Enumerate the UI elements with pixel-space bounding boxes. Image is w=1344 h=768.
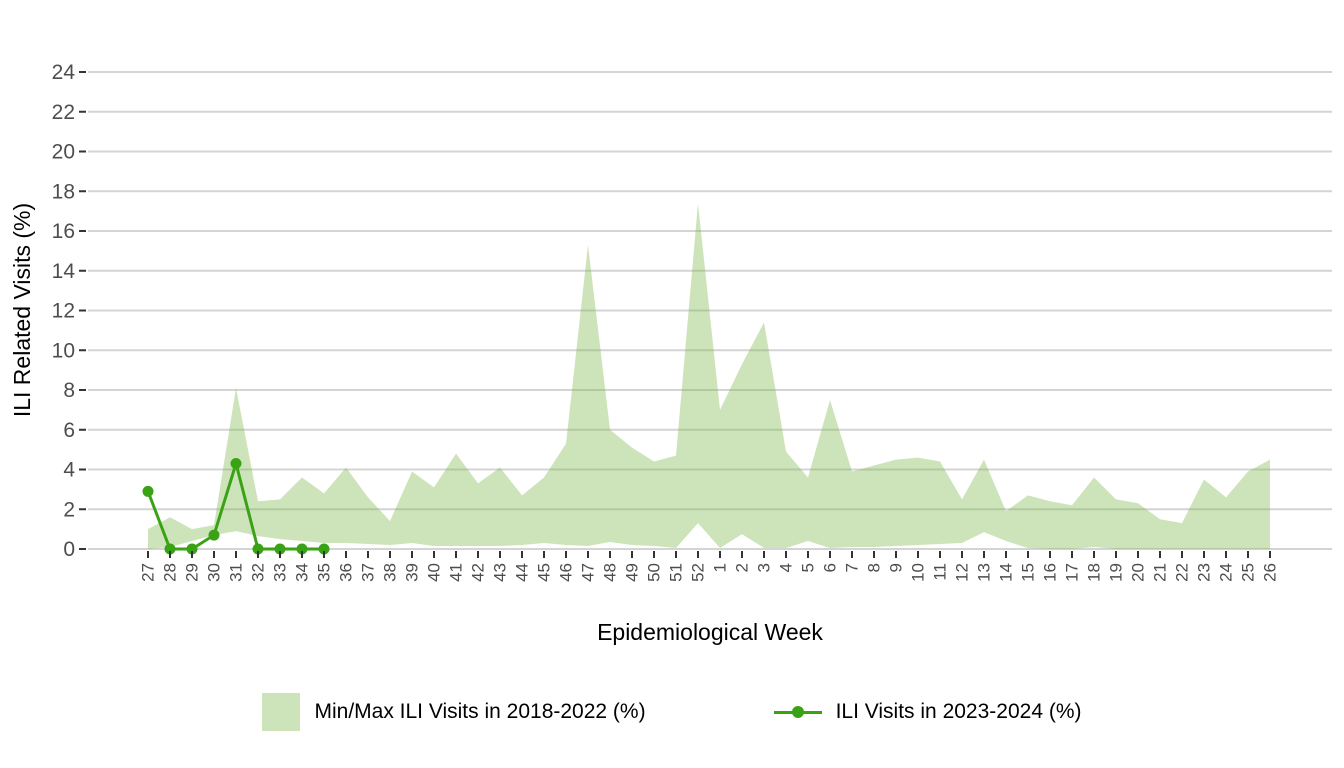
x-axis-tick-label: 30 — [205, 563, 224, 582]
x-axis-tick-label: 1 — [711, 563, 730, 572]
x-axis-tick-label: 10 — [909, 563, 928, 582]
line-dot-icon — [773, 705, 822, 719]
x-axis-tick-label: 35 — [315, 563, 334, 582]
x-axis-tick-label: 36 — [337, 563, 356, 582]
x-axis-tick-label: 3 — [755, 563, 774, 572]
x-axis-tick-label: 16 — [1041, 563, 1060, 582]
x-axis-tick-label: 27 — [139, 563, 158, 582]
ili-2023-point — [186, 543, 198, 555]
gridlines — [88, 71, 1332, 550]
x-axis-tick-label: 23 — [1195, 563, 1214, 582]
ili-2023-point — [164, 543, 176, 555]
y-axis-tick-label: 20 — [52, 141, 75, 164]
y-axis-tick-label: 24 — [52, 61, 76, 84]
legend: Min/Max ILI Visits in 2018-2022 (%) ILI … — [0, 656, 1344, 768]
legend-label-line: ILI Visits in 2023-2024 (%) — [835, 700, 1082, 723]
x-axis-tick-label: 13 — [975, 563, 994, 582]
x-axis-ticks — [147, 551, 1271, 558]
x-axis-tick-label: 41 — [447, 563, 466, 582]
x-axis-tick-label: 9 — [887, 563, 906, 572]
x-axis-tick-label: 37 — [359, 563, 378, 582]
x-axis-tick-label: 24 — [1217, 563, 1236, 582]
y-axis-ticks — [79, 71, 86, 550]
x-axis-tick-label: 26 — [1261, 563, 1280, 582]
ili-2023-point — [296, 543, 308, 555]
x-axis-tick-label: 33 — [271, 563, 290, 582]
y-axis-tick-label: 10 — [52, 339, 75, 362]
y-axis-tick-label: 0 — [63, 538, 75, 561]
x-axis-tick-label: 14 — [997, 563, 1016, 582]
x-axis-tick-label: 48 — [601, 563, 620, 582]
x-axis-tick-label: 12 — [953, 563, 972, 582]
y-axis-title: ILI Related Visits (%) — [9, 203, 35, 417]
minmax-band-area — [148, 203, 1270, 550]
ili-2023-point — [274, 543, 286, 555]
x-axis-tick-label: 51 — [667, 563, 686, 582]
ili-2023-point — [142, 485, 154, 497]
x-axis-tick-label: 32 — [249, 563, 268, 582]
ili-2023-point — [318, 543, 330, 555]
band-swatch-icon — [262, 693, 301, 731]
x-axis-tick-label: 6 — [821, 563, 840, 572]
x-axis-tick-label: 18 — [1085, 563, 1104, 582]
y-axis-tick-label: 22 — [52, 101, 75, 124]
ili-2023-point — [252, 543, 264, 555]
x-axis-tick-label: 52 — [689, 563, 708, 582]
x-axis-tick-label: 47 — [579, 563, 598, 582]
x-axis-tick-label: 49 — [623, 563, 642, 582]
x-axis-tick-label: 44 — [513, 563, 532, 582]
x-axis-tick-label: 21 — [1151, 563, 1170, 582]
x-axis-tick-label: 42 — [469, 563, 488, 582]
x-axis-tick-label: 4 — [777, 563, 796, 572]
x-axis-tick-label: 20 — [1129, 563, 1148, 582]
legend-label-band: Min/Max ILI Visits in 2018-2022 (%) — [314, 700, 646, 723]
y-axis-tick-label: 16 — [52, 220, 75, 243]
x-axis-tick-label: 28 — [161, 563, 180, 582]
x-axis-tick-labels: 27 28 29 30 31 32 33 34 35 36 37 38 39 40 41 42 43 44 45 46… — [139, 563, 1280, 582]
x-axis-tick-label: 46 — [557, 563, 576, 582]
x-axis-tick-label: 11 — [931, 563, 950, 581]
y-axis-tick-label: 18 — [52, 180, 75, 203]
x-axis-tick-label: 39 — [403, 563, 422, 582]
x-axis-tick-label: 17 — [1063, 563, 1082, 582]
x-axis-tick-label: 2 — [733, 563, 752, 572]
x-axis-tick-label: 45 — [535, 563, 554, 582]
legend-item-band: Min/Max ILI Visits in 2018-2022 (%) — [262, 693, 646, 731]
x-axis-tick-label: 34 — [293, 563, 312, 582]
ili-2023-point — [208, 529, 220, 541]
y-axis-tick-label: 4 — [63, 459, 75, 482]
y-axis-tick-label: 6 — [63, 419, 75, 442]
y-axis-tick-label: 14 — [52, 260, 76, 283]
x-axis-tick-label: 43 — [491, 563, 510, 582]
x-axis-tick-label: 7 — [843, 563, 862, 572]
x-axis-tick-label: 19 — [1107, 563, 1126, 582]
x-axis-tick-label: 50 — [645, 563, 664, 582]
y-axis-tick-label: 8 — [63, 379, 75, 402]
x-axis-tick-label: 25 — [1239, 563, 1258, 582]
x-axis-tick-label: 22 — [1173, 563, 1192, 582]
x-axis-tick-label: 31 — [227, 563, 246, 582]
y-axis-tick-label: 12 — [52, 300, 75, 323]
x-axis-tick-label: 15 — [1019, 563, 1038, 582]
y-axis-tick-label: 2 — [63, 498, 75, 521]
minmax-band-layer — [148, 203, 1270, 550]
x-axis-tick-label: 5 — [799, 563, 818, 572]
x-axis-tick-label: 8 — [865, 563, 884, 572]
x-axis-tick-label: 29 — [183, 563, 202, 582]
legend-item-line: ILI Visits in 2023-2024 (%) — [773, 700, 1082, 724]
ili-line-layer — [142, 458, 330, 555]
x-axis-title: Epidemiological Week — [597, 619, 823, 645]
ili-2023-point — [230, 458, 242, 470]
x-axis-tick-label: 38 — [381, 563, 400, 582]
x-axis-tick-label: 40 — [425, 563, 444, 582]
